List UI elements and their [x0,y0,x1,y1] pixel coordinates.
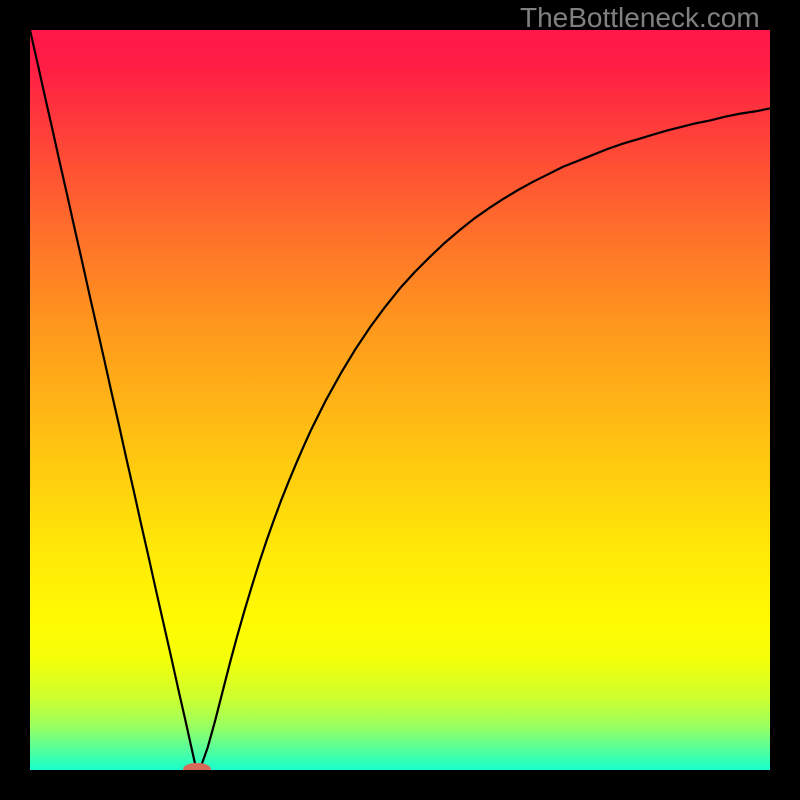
plot-area [30,30,770,770]
curve-svg [30,30,770,770]
optimal-marker [183,763,211,770]
gradient-background [30,30,770,770]
watermark-text: TheBottleneck.com [520,2,760,34]
